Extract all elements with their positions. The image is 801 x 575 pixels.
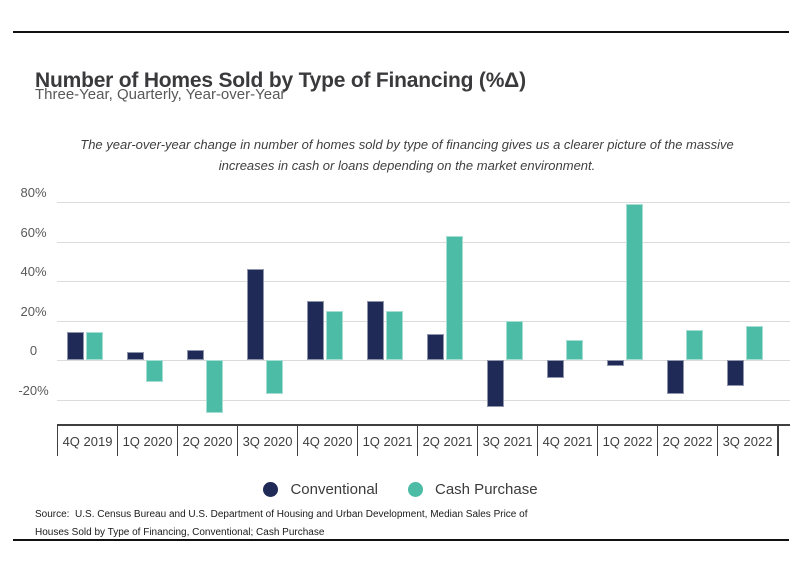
y-axis-tick-label: 40% xyxy=(20,264,47,279)
x-axis-label: 4Q 2021 xyxy=(537,426,597,456)
bar-cash-purchase xyxy=(686,330,703,360)
source-line-1: Source: U.S. Census Bureau and U.S. Depa… xyxy=(35,509,528,520)
bar-conventional xyxy=(547,360,564,378)
bar-conventional xyxy=(367,300,384,360)
legend-dot-icon xyxy=(263,482,279,497)
bar-cash-purchase xyxy=(626,203,643,360)
bar-conventional xyxy=(667,360,684,394)
gridline xyxy=(57,202,790,203)
bar-cash-purchase xyxy=(386,310,403,360)
bar-cash-purchase xyxy=(266,360,283,394)
x-axis-label: 2Q 2021 xyxy=(417,426,477,456)
legend-label: Conventional xyxy=(290,481,378,498)
legend-item-cash-purchase: Cash Purchase xyxy=(408,481,538,498)
legend-item-conventional: Conventional xyxy=(263,481,378,498)
y-axis-tick-label: 80% xyxy=(20,185,47,200)
bar-cash-purchase xyxy=(146,360,163,382)
x-axis: 4Q 2019 1Q 2020 2Q 2020 3Q 2020 4Q 2020 1Q 20… xyxy=(57,426,790,456)
bar-cash-purchase xyxy=(566,340,583,360)
top-divider-rule xyxy=(13,31,789,33)
y-axis-tick-label: 60% xyxy=(20,224,47,240)
gridline xyxy=(57,399,790,401)
legend-dot-icon xyxy=(408,482,423,497)
annotation-line-2: increases in cash or loans depending on … xyxy=(218,158,596,173)
x-axis-label: 1Q 2020 xyxy=(117,426,177,456)
legend-label: Cash Purchase xyxy=(435,481,538,498)
bar-cash-purchase xyxy=(446,235,463,360)
x-axis-label: 4Q 2020 xyxy=(297,426,357,456)
plot-area xyxy=(57,185,790,425)
bottom-divider-rule xyxy=(13,539,789,541)
gridline xyxy=(57,360,790,361)
source-line-2: Houses Sold by Type of Financing, Conven… xyxy=(35,527,325,538)
y-axis-tick-label: 0 xyxy=(29,343,38,358)
bar-cash-purchase xyxy=(86,332,103,360)
bar-conventional xyxy=(727,360,744,386)
chart-title: Number of Homes Sold by Type of Financin… xyxy=(35,69,526,93)
x-axis-end-divider xyxy=(777,426,779,456)
x-axis-label: 2Q 2022 xyxy=(657,426,717,456)
gridline xyxy=(57,281,790,282)
x-axis-label: 3Q 2022 xyxy=(717,426,777,456)
bar-conventional xyxy=(187,350,204,360)
bar-cash-purchase xyxy=(506,320,523,360)
x-axis-line xyxy=(57,424,790,426)
gridline xyxy=(57,320,790,322)
bar-conventional xyxy=(307,300,324,360)
bar-conventional xyxy=(67,332,84,360)
bar-conventional xyxy=(487,360,504,408)
x-axis-label: 2Q 2020 xyxy=(177,426,237,456)
y-axis-tick-label: 20% xyxy=(20,303,47,319)
x-axis-label: 1Q 2022 xyxy=(597,426,657,456)
x-axis-label: 4Q 2019 xyxy=(57,426,117,456)
bar-conventional xyxy=(427,334,444,360)
chart-annotation: The year-over-year change in number of h… xyxy=(57,134,757,176)
bar-cash-purchase xyxy=(326,310,343,360)
x-axis-label: 3Q 2021 xyxy=(477,426,537,456)
bar-conventional xyxy=(607,360,624,366)
x-axis-label: 1Q 2021 xyxy=(357,426,417,456)
gridline xyxy=(57,241,790,243)
bar-chart: 4Q 2019 1Q 2020 2Q 2020 3Q 2020 4Q 2020 1Q 20… xyxy=(0,185,801,460)
y-axis-tick-label: -20% xyxy=(18,382,49,398)
bar-cash-purchase xyxy=(206,360,223,414)
bar-conventional xyxy=(127,352,144,360)
x-axis-label: 3Q 2020 xyxy=(237,426,297,456)
annotation-line-1: The year-over-year change in number of h… xyxy=(80,137,734,152)
bar-cash-purchase xyxy=(746,326,763,360)
bar-conventional xyxy=(247,269,264,360)
chart-subtitle: Three-Year, Quarterly, Year-over-Year xyxy=(35,86,286,103)
chart-legend: Conventional Cash Purchase xyxy=(0,481,801,498)
